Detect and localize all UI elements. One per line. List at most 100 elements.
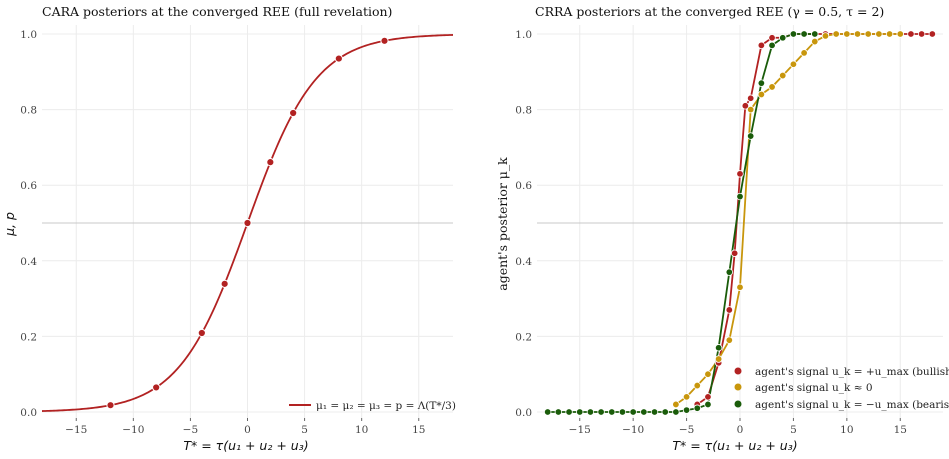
crra-y-label: agent's posterior μ_k [495,157,510,291]
cara-point [197,328,206,338]
cara-grid [42,25,453,418]
crra-point-neutral [853,30,862,38]
crra-y-tick-label: 0.8 [515,105,532,117]
cara-y-ticks: 0.0 0.2 0.4 0.6 0.8 1.0 [20,29,37,419]
crra-point-bullish [928,30,937,38]
crra-point-neutral [800,49,808,57]
crra-point-bearish [565,408,573,416]
crra-point-bullish [917,30,926,38]
crra-point-neutral [736,283,744,291]
crra-point-bearish [640,408,648,416]
cara-series [41,34,454,412]
crra-y-tick-label: 1.0 [515,29,532,41]
crra-point-neutral [896,30,904,38]
crra-point-bearish [811,30,819,38]
crra-x-tick-label: −15 [569,424,591,436]
crra-point-neutral [714,355,723,363]
crra-point-neutral [843,30,851,38]
crra-point-bearish [543,408,552,416]
crra-point-bearish [736,192,744,201]
crra-point-bearish [618,408,627,416]
cara-point [220,279,229,288]
crra-point-neutral [832,30,840,38]
crra-point-bearish [661,408,669,416]
crra-point-bullish [746,94,755,102]
crra-point-bearish [554,408,563,416]
crra-point-bearish [746,132,755,140]
crra-point-bullish [768,34,776,42]
crra-point-neutral [693,381,701,390]
crra-point-neutral [725,336,734,344]
crra-y-tick-label: 0.6 [515,180,532,192]
crra-point-neutral [682,393,691,401]
cara-y-tick-label: 0.4 [20,256,37,268]
cara-legend-label: μ₁ = μ₂ = μ₃ = p = Λ(T*/3) [316,400,456,412]
crra-y-tick-label: 0.2 [515,331,532,343]
crra-title: CRRA posteriors at the converged REE (γ … [535,4,884,19]
crra-point-bullish [704,393,712,401]
cara-title: CARA posteriors at the converged REE (fu… [42,4,392,19]
crra-point-bearish [693,404,701,412]
crra-x-label: T* = τ(u₁ + u₂ + u₃) [672,438,797,453]
crra-x-tick-label: −5 [679,424,694,436]
cara-y-tick-label: 0.2 [20,331,37,343]
crra-point-bearish [682,406,691,414]
crra-point-neutral [757,90,766,99]
crra-point-bearish [789,30,798,38]
cara-y-tick-label: 0.0 [20,407,37,419]
crra-grid [537,25,943,418]
crra-x-tick-label: 0 [737,424,744,436]
crra-x-tick-label: 10 [840,424,853,436]
crra-point-bearish [779,34,787,42]
crra-point-neutral [746,105,755,114]
crra-point-neutral [875,30,883,38]
crra-y-tick-label: 0.4 [515,256,532,268]
crra-line-neutral [675,33,901,406]
crra-y-tick-label: 0.0 [515,407,532,419]
crra-y-ticks: 0.0 0.2 0.4 0.6 0.8 1.0 [515,29,532,419]
crra-point-bullish [730,249,739,257]
crra-point-bullish [736,170,744,178]
cara-x-ticks: −15 −10 −5 0 5 10 15 [65,418,425,436]
crra-point-neutral [704,370,712,378]
crra-point-bearish [672,408,680,416]
crra-point-neutral [811,37,819,46]
crra-legend-label-neutral: agent's signal u_k ≈ 0 [755,382,873,394]
cara-x-tick-label: −15 [65,424,87,436]
crra-point-bearish [597,408,605,416]
crra-x-ticks: −15 −10 −5 0 5 10 15 [569,418,907,436]
cara-y-tick-label: 0.6 [20,180,37,192]
crra-point-bullish [725,306,734,314]
cara-x-tick-label: 15 [412,424,425,436]
crra-point-bearish [757,79,766,87]
crra-legend-marker-neutral [734,383,742,391]
cara-x-tick-label: −10 [122,424,144,436]
cara-x-tick-label: 10 [355,424,368,436]
crra-point-bearish [576,408,584,416]
crra-point-bearish [768,41,776,50]
crra-line-bullish [696,33,933,406]
crra-legend-label-bearish: agent's signal u_k = −u_max (bearish) [755,399,949,411]
crra-point-bearish [608,408,616,416]
crra-point-bullish [907,30,915,38]
crra-point-neutral [779,71,787,80]
crra-point-bearish [629,408,637,416]
crra-point-bearish [714,344,723,352]
cara-point [266,158,275,167]
cara-legend: μ₁ = μ₂ = μ₃ = p = Λ(T*/3) [289,400,456,412]
cara-point [152,383,161,392]
cara-panel: CARA posteriors at the converged REE (fu… [2,4,456,453]
cara-y-label: μ, p [2,212,17,237]
crra-point-bearish [586,408,595,416]
crra-point-bearish [800,30,808,38]
cara-y-tick-label: 1.0 [20,29,37,41]
crra-legend: agent's signal u_k = +u_max (bullish) ag… [734,366,949,411]
crra-panel: CRRA posteriors at the converged REE (γ … [495,4,949,453]
cara-x-label: T* = τ(u₁ + u₂ + u₃) [183,438,308,453]
crra-point-bullish [741,102,750,110]
crra-point-neutral [864,30,872,38]
crra-legend-marker-bearish [734,400,742,408]
crra-x-tick-label: 15 [894,424,907,436]
cara-x-tick-label: −5 [183,424,198,436]
cara-point [289,108,298,118]
